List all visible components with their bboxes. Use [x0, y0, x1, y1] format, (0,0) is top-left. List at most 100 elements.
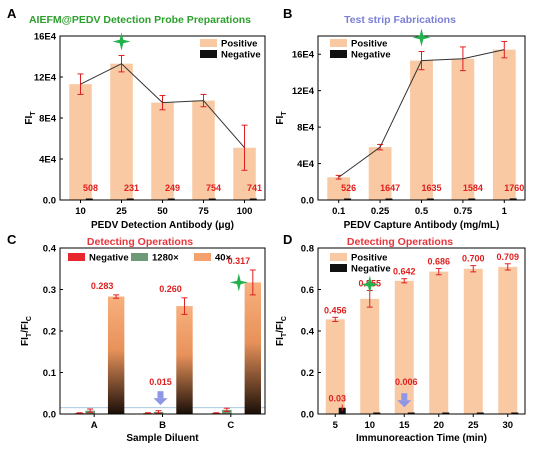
legend-label: Negative — [351, 50, 391, 61]
legend-swatch — [131, 253, 148, 261]
bar-positive — [498, 266, 518, 414]
legend-swatch — [330, 253, 347, 261]
legend-label: Positive — [351, 39, 387, 50]
x-tick-label: A — [91, 420, 98, 431]
data-label: 0.686 — [427, 257, 450, 267]
data-label: 0.317 — [228, 256, 251, 266]
x-tick-label: 30 — [502, 420, 513, 431]
data-label: 0.709 — [496, 252, 519, 262]
x-tick-label: 50 — [157, 206, 168, 217]
x-tick-label: 5 — [333, 420, 339, 431]
bars — [69, 54, 257, 200]
y-tick-label: 0.0 — [43, 410, 56, 421]
legend-swatch — [200, 39, 217, 47]
y-axis-label-part: T — [30, 111, 37, 116]
legend-swatch — [194, 253, 211, 261]
plot-frame — [59, 247, 266, 415]
bar-negative — [167, 198, 175, 200]
chart-panel-d: D Detecting Operations 0.0 0.2 0.4 0.6 0.8 5 10 1… — [275, 232, 526, 444]
y-tick-label: 0.1 — [43, 368, 57, 379]
legend-swatch — [68, 253, 85, 261]
bars — [74, 269, 262, 415]
x-tick-label: 0.75 — [454, 206, 473, 217]
data-label: 231 — [124, 183, 139, 193]
bar-negative — [208, 198, 216, 200]
x-axis-label: Sample Diluent — [126, 433, 199, 444]
star-marker — [112, 32, 131, 51]
y-axis-label-part: FI — [275, 115, 286, 124]
y-axis-label: FIT — [275, 111, 288, 125]
data-label: 741 — [247, 183, 262, 193]
y-tick-label: 16E4 — [292, 50, 315, 61]
bar-positive — [69, 84, 92, 200]
bar-negative — [511, 412, 519, 414]
data-label: 1760 — [504, 183, 524, 193]
y-axis-label-part: /FI — [20, 321, 31, 333]
bar-negative — [344, 198, 352, 200]
bar-40 — [107, 296, 125, 414]
x-axis-label: PEDV Capture Antibody (mg/mL) — [344, 220, 500, 231]
legend-label: Negative — [221, 50, 261, 61]
x-tick-label: 25 — [468, 420, 479, 431]
x-tick-label: B — [159, 420, 166, 431]
x-tick-label: 0.5 — [415, 206, 429, 217]
y-tick-label: 0.4 — [301, 327, 315, 338]
x-tick-label: C — [227, 420, 234, 431]
data-label: 0.700 — [462, 254, 485, 264]
legend-label: 1280× — [152, 253, 179, 264]
data-label: 754 — [206, 183, 221, 193]
data-label: 526 — [341, 183, 356, 193]
y-axis-label-part: FI — [20, 337, 31, 346]
chart-title: Detecting Operations — [347, 236, 453, 248]
panel-label: A — [7, 6, 17, 21]
legend-label: Negative — [351, 264, 391, 275]
arrow-marker — [153, 391, 168, 406]
x-tick-label: 20 — [433, 420, 444, 431]
y-axis-label-part: C — [26, 316, 33, 321]
data-label: 1635 — [421, 183, 441, 193]
chart-panel-a: A AIEFM@PEDV Detection Probe Preparations… — [7, 6, 266, 231]
y-axis-label-part: FI — [275, 337, 286, 346]
legend-label: Negative — [89, 253, 129, 264]
x-tick-label: 75 — [198, 206, 209, 217]
y-axis-label-part: T — [281, 111, 288, 116]
x-axis-label: Immunoreaction Time (min) — [356, 433, 487, 444]
data-label: 0.642 — [393, 267, 416, 277]
bar-negative — [126, 198, 134, 200]
y-tick-label: 0.2 — [301, 368, 314, 379]
panel-label: B — [283, 6, 292, 21]
bar-negative — [249, 198, 257, 200]
bar-positive — [429, 271, 449, 414]
y-tick-label: 0.0 — [301, 410, 314, 421]
bar-positive — [368, 147, 392, 200]
star-marker — [360, 275, 379, 294]
x-tick-label: 0.25 — [371, 206, 390, 217]
data-label: 1584 — [463, 183, 483, 193]
y-tick-label: 8E4 — [39, 114, 57, 125]
bar-negative — [426, 198, 434, 200]
x-tick-label: 100 — [237, 206, 253, 217]
bar-positive — [360, 298, 380, 414]
y-tick-label: 4E4 — [39, 155, 57, 166]
x-axis-label: PEDV Detection Antibody (μg) — [91, 220, 234, 231]
trend-line — [80, 63, 245, 149]
y-tick-label: 16E4 — [34, 32, 57, 43]
legend-swatch — [330, 39, 347, 47]
arrow-shaft — [157, 391, 164, 399]
bars — [327, 40, 517, 201]
data-label: 0.283 — [91, 281, 114, 291]
chart-title: Test strip Fabrications — [344, 14, 456, 26]
y-axis-label-part: /FI — [275, 321, 286, 333]
y-axis-label: FIT/FIC — [20, 316, 33, 346]
bar-negative — [407, 412, 415, 414]
bar-negative — [468, 198, 476, 200]
bar-positive — [325, 319, 345, 414]
negative-value-label: 0.03 — [328, 394, 346, 404]
x-tick-label: 15 — [399, 420, 410, 431]
bar-positive — [451, 58, 475, 201]
y-axis-label: FIT/FIC — [275, 316, 288, 346]
x-tick-label: 10 — [75, 206, 86, 217]
bars — [325, 263, 519, 414]
chart-title: AIEFM@PEDV Detection Probe Preparations — [29, 14, 251, 26]
y-axis-label-part: T — [26, 332, 33, 337]
